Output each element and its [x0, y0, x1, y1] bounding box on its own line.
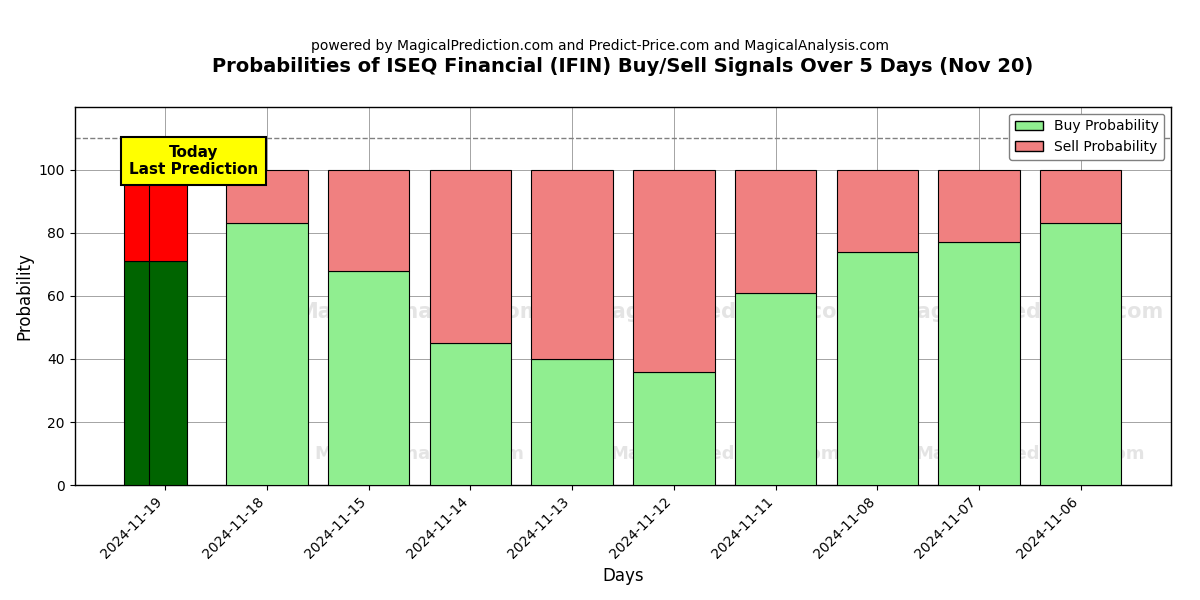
- Text: MagicalAnalysis.com: MagicalAnalysis.com: [298, 302, 541, 322]
- Y-axis label: Probability: Probability: [16, 252, 34, 340]
- X-axis label: Days: Days: [602, 567, 643, 585]
- Text: Today
Last Prediction: Today Last Prediction: [130, 145, 258, 177]
- Text: MagicalPrediction.com: MagicalPrediction.com: [592, 302, 858, 322]
- Bar: [734, 293, 816, 485]
- Bar: [430, 343, 511, 485]
- Bar: [634, 371, 714, 485]
- Bar: [938, 242, 1020, 485]
- Legend: Buy Probability, Sell Probability: Buy Probability, Sell Probability: [1009, 113, 1164, 160]
- Bar: [150, 261, 187, 485]
- Text: MagicalPrediction.com: MagicalPrediction.com: [896, 302, 1164, 322]
- Text: powered by MagicalPrediction.com and Predict-Price.com and MagicalAnalysis.com: powered by MagicalPrediction.com and Pre…: [311, 39, 889, 53]
- Bar: [125, 261, 162, 485]
- Bar: [1040, 170, 1122, 223]
- Bar: [150, 170, 187, 261]
- Bar: [836, 170, 918, 252]
- Bar: [734, 170, 816, 293]
- Bar: [227, 223, 307, 485]
- Bar: [328, 170, 409, 271]
- Bar: [430, 170, 511, 343]
- Text: MagicalAnalysis.com: MagicalAnalysis.com: [314, 445, 524, 463]
- Bar: [328, 271, 409, 485]
- Text: MagicalPrediction.com: MagicalPrediction.com: [916, 445, 1145, 463]
- Bar: [532, 170, 613, 359]
- Bar: [634, 170, 714, 371]
- Title: Probabilities of ISEQ Financial (IFIN) Buy/Sell Signals Over 5 Days (Nov 20): Probabilities of ISEQ Financial (IFIN) B…: [212, 57, 1033, 76]
- Bar: [1040, 223, 1122, 485]
- Bar: [836, 252, 918, 485]
- Bar: [938, 170, 1020, 242]
- Bar: [125, 170, 162, 261]
- Text: MagicalPrediction.com: MagicalPrediction.com: [610, 445, 840, 463]
- Bar: [532, 359, 613, 485]
- Bar: [227, 170, 307, 223]
